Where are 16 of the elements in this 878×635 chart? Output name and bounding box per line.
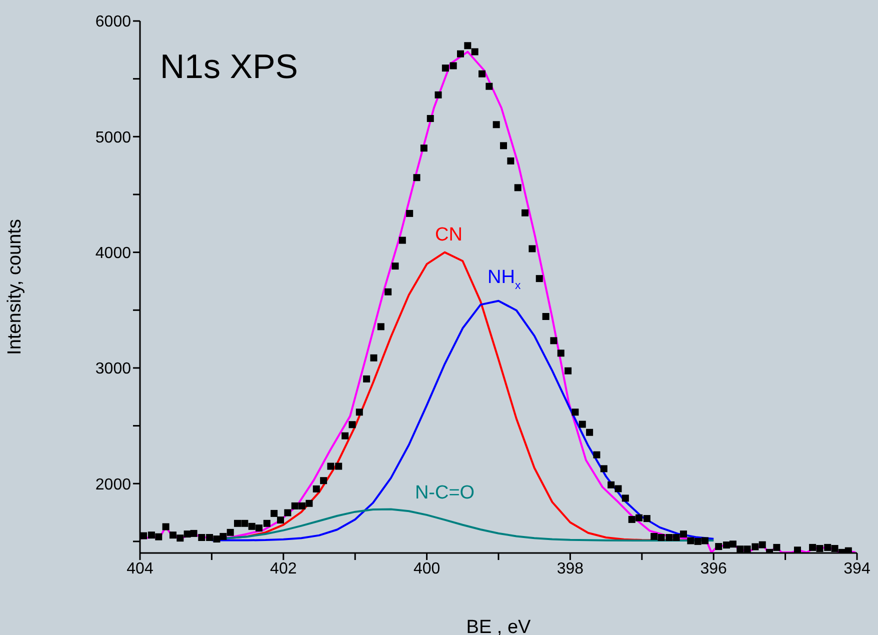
y-tick-label: 4000 bbox=[95, 244, 132, 262]
x-tick-label: 404 bbox=[126, 560, 154, 578]
x-tick-label: 402 bbox=[270, 560, 297, 578]
y-tick-label: 3000 bbox=[95, 360, 132, 378]
x-tick-label: 398 bbox=[556, 560, 584, 578]
text: N1s XPS bbox=[160, 48, 298, 86]
series-label: N-C=O bbox=[414, 482, 475, 504]
y-tick-label: 6000 bbox=[95, 14, 132, 31]
series-label: CN bbox=[435, 224, 462, 246]
x-tick-label: 400 bbox=[413, 560, 440, 578]
y-axis-title: Intensity, counts bbox=[4, 219, 26, 355]
y-tick-label: 2000 bbox=[95, 476, 132, 494]
y-tick-label: 5000 bbox=[95, 129, 132, 146]
series-label: NH$_{x}$ bbox=[488, 266, 521, 292]
x-tick-label: 396 bbox=[700, 560, 728, 578]
x-tick-label: 394 bbox=[844, 560, 870, 578]
